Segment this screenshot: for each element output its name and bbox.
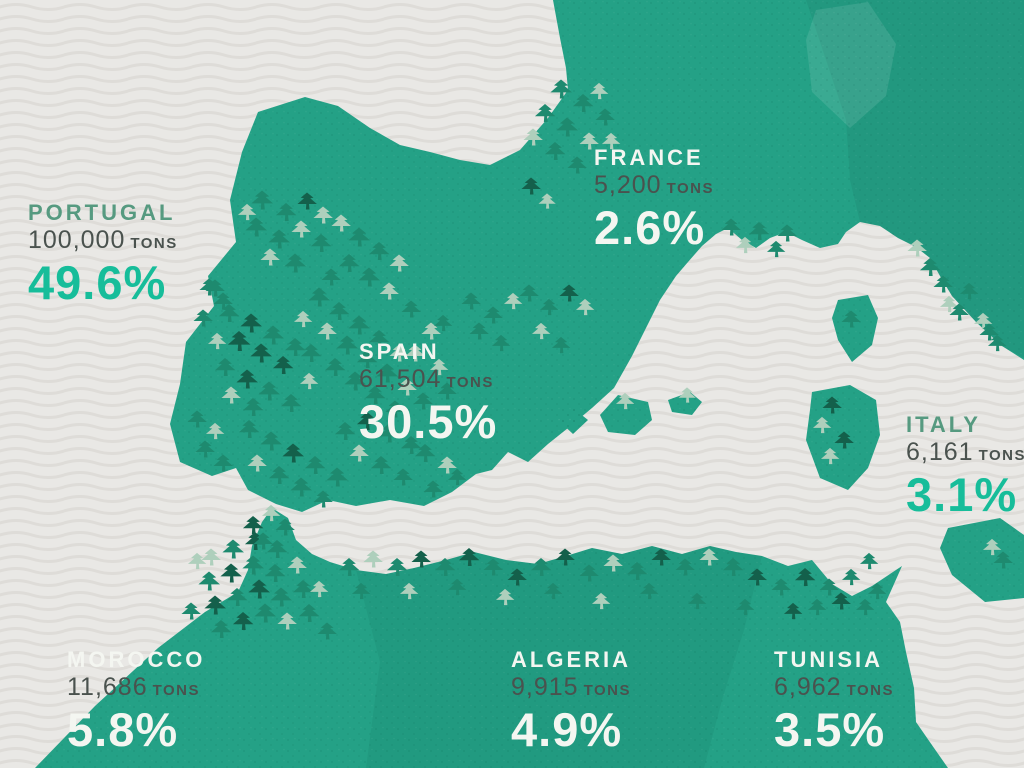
land-texture	[170, 0, 1024, 512]
land-texture	[600, 395, 652, 435]
land-texture	[35, 508, 948, 768]
land-texture	[558, 408, 588, 434]
land-texture	[832, 295, 878, 362]
land-texture	[668, 392, 702, 415]
land-texture	[940, 518, 1024, 602]
